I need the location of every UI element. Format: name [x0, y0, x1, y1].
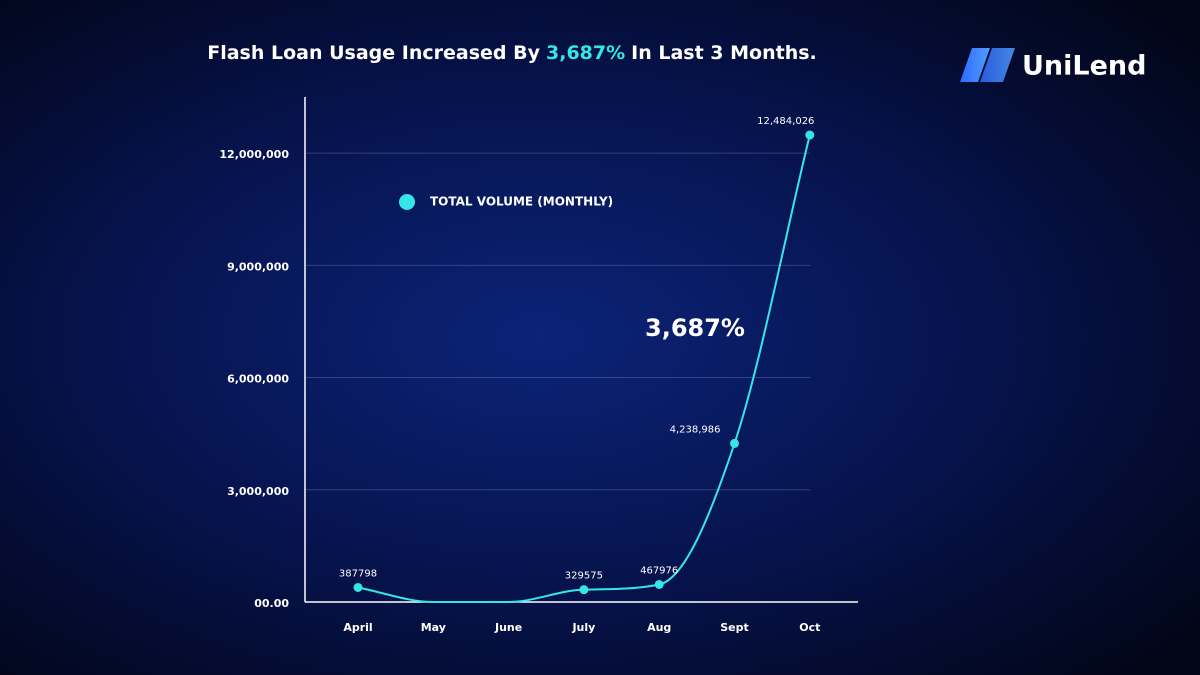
value-label: 4,238,986: [670, 424, 721, 435]
title-highlight: 3,687%: [546, 42, 625, 64]
value-label: 12,484,026: [757, 116, 814, 127]
point: [353, 582, 363, 592]
value-label: 387798: [339, 568, 377, 579]
x-tick-label: Oct: [799, 621, 820, 634]
logo: UniLend: [960, 48, 1146, 82]
legend-marker: [399, 194, 415, 210]
y-tick-label: 9,000,000: [227, 260, 289, 273]
point: [730, 438, 739, 448]
annotation: 3,687%: [645, 314, 745, 342]
brand: UniLend: [1022, 51, 1146, 82]
point: [579, 585, 589, 595]
x-tick-label: Aug: [647, 621, 671, 634]
value-label: 329575: [565, 571, 603, 582]
logo-mark: [960, 48, 990, 82]
x-tick-label: June: [494, 621, 522, 634]
logo-mark: [980, 48, 1015, 82]
line: [357, 134, 811, 604]
x-tick-label: April: [343, 621, 372, 634]
x-tick-label: Sept: [720, 621, 749, 634]
y-tick-label: 3,000,000: [227, 485, 289, 498]
title-part: In Last 3 Months.: [631, 42, 817, 64]
value-label: 467976: [640, 565, 678, 576]
y-tick-label: 12,000,000: [219, 148, 289, 161]
point: [805, 130, 815, 140]
y-tick-label: 00.00: [254, 597, 289, 610]
title-part: Flash Loan Usage Increased By: [207, 42, 540, 64]
x-tick-label: May: [421, 621, 446, 634]
x-tick-label: July: [571, 621, 595, 634]
y-tick-label: 6,000,000: [227, 373, 289, 386]
chart-title: Flash Loan Usage Increased By 3,687% In La…: [207, 42, 817, 64]
point: [654, 579, 664, 589]
legend-label: TOTAL VOLUME (MONTHLY): [430, 195, 613, 209]
